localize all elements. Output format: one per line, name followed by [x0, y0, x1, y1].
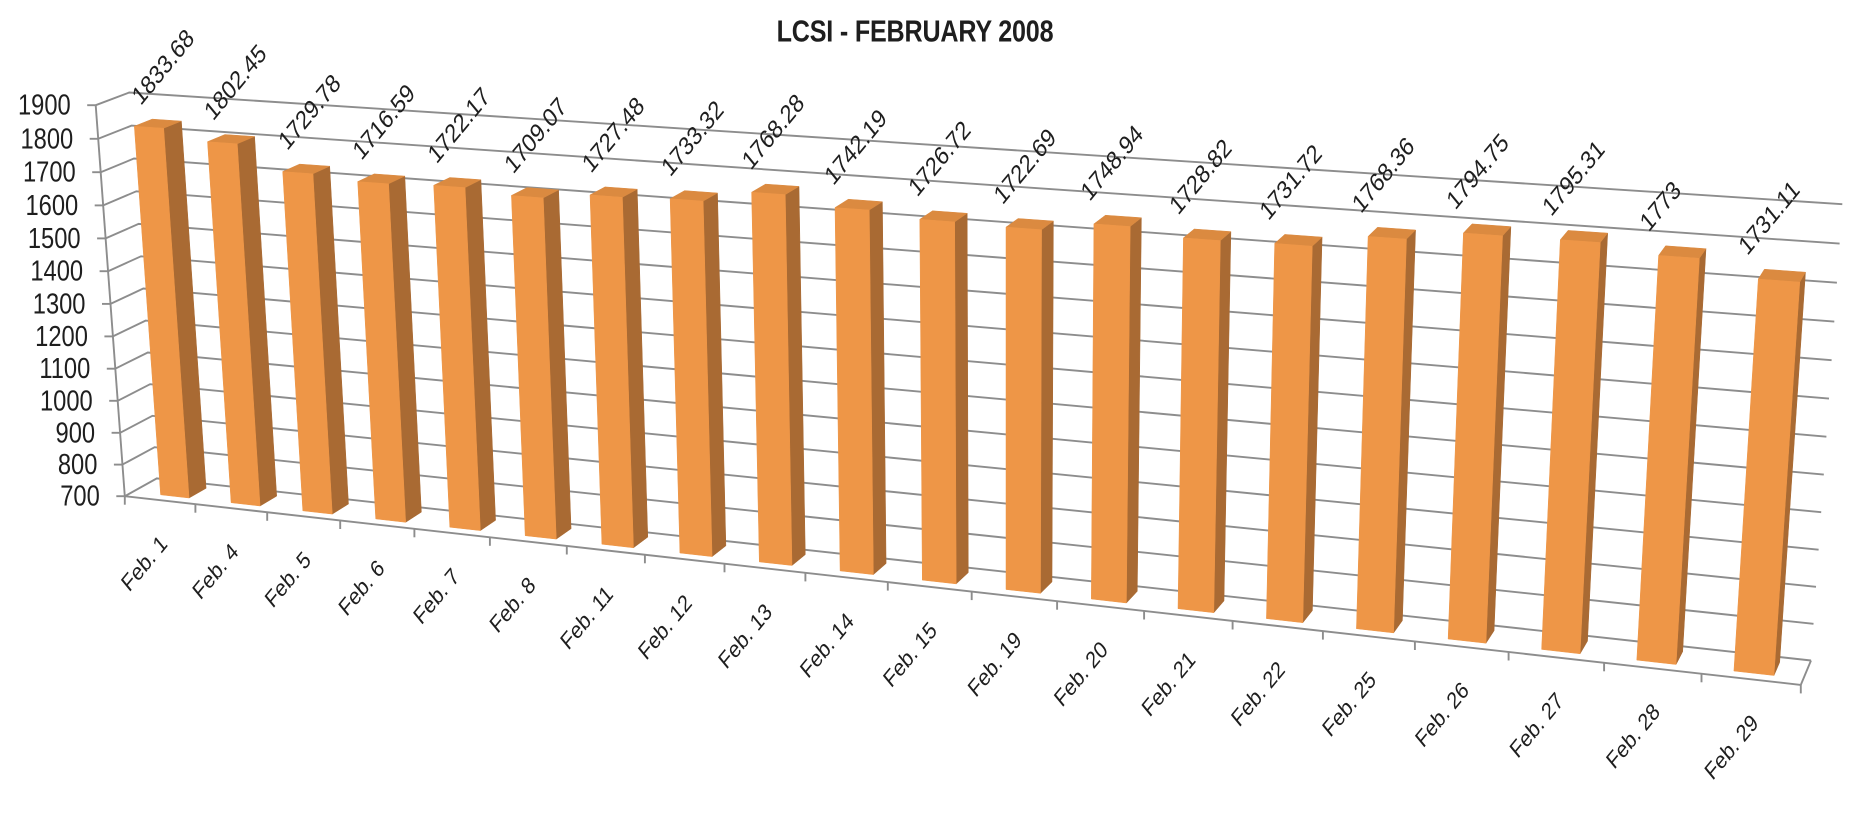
svg-text:1200: 1200 — [35, 320, 88, 353]
svg-text:1600: 1600 — [25, 189, 78, 222]
svg-text:1700: 1700 — [23, 155, 76, 188]
svg-text:1900: 1900 — [18, 88, 71, 121]
svg-text:LCSI - FEBRUARY 2008: LCSI - FEBRUARY 2008 — [777, 14, 1054, 48]
svg-text:1400: 1400 — [30, 254, 83, 287]
svg-text:1100: 1100 — [39, 352, 90, 385]
svg-text:1300: 1300 — [33, 287, 86, 320]
svg-text:1000: 1000 — [40, 384, 93, 417]
svg-text:900: 900 — [56, 416, 96, 449]
svg-text:1500: 1500 — [28, 222, 81, 255]
svg-text:700: 700 — [60, 479, 100, 512]
svg-text:800: 800 — [58, 448, 98, 481]
svg-text:1800: 1800 — [20, 122, 73, 155]
